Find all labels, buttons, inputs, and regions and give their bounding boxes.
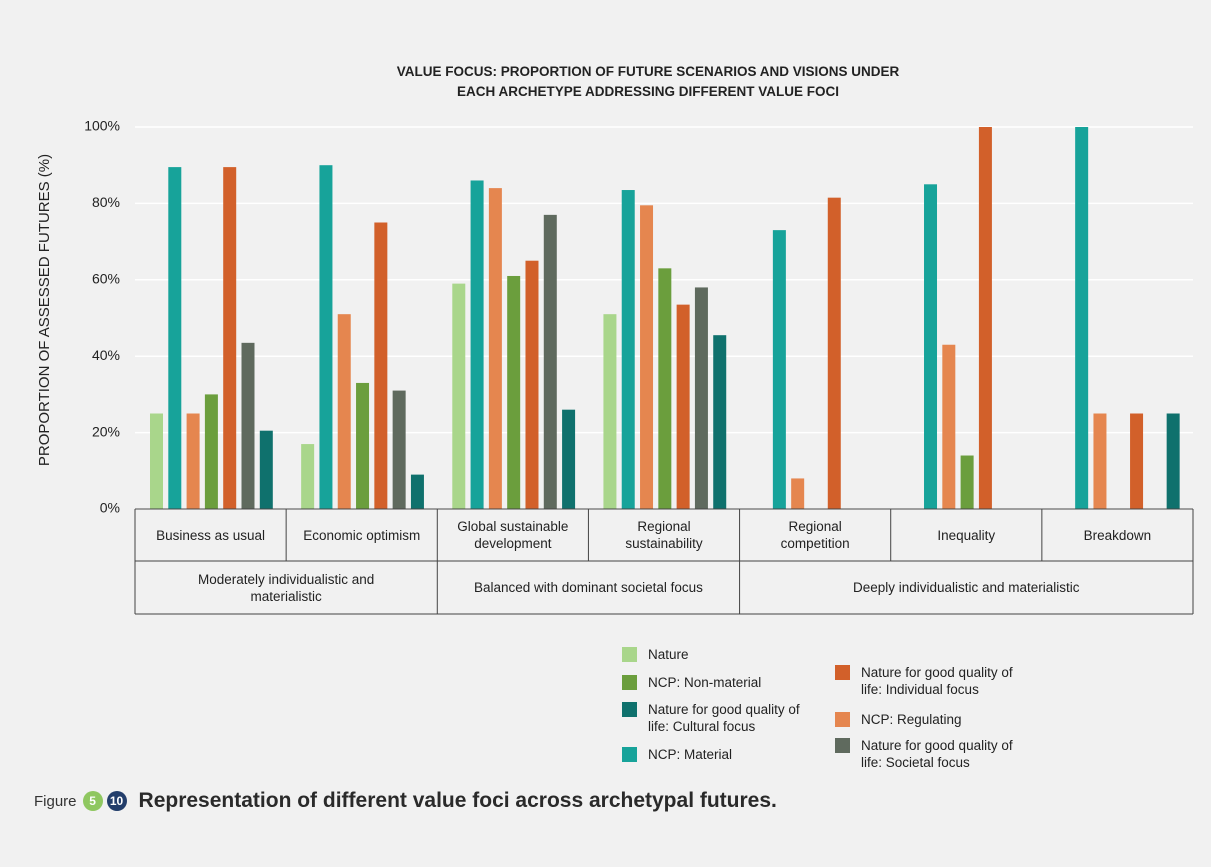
bar [694,287,708,509]
bar [978,127,992,509]
y-tick-label: 20% [92,423,120,439]
bar [488,188,502,509]
bar [1166,413,1180,509]
x-tick-label: Business as usual [156,527,265,543]
bar [186,413,200,509]
bar [640,205,654,509]
y-tick-label: 80% [92,194,120,210]
group-label: Deeply individualistic and materialistic [852,580,1080,595]
bar [1130,413,1144,509]
bar [507,275,521,509]
bar [259,430,273,509]
y-tick-label: 60% [92,271,120,287]
x-tick-label: Global sustainable development [457,519,569,551]
legend-swatch [835,738,850,753]
bar [562,409,576,509]
x-tick-label: Regional sustainability [625,519,703,551]
legend-label: Nature [648,647,689,662]
bar [621,190,635,509]
badge: 5 [82,791,103,811]
bar [301,444,315,509]
bar [543,214,557,510]
x-tick-label: Economic optimism [303,527,421,543]
bar [676,304,690,509]
legend-label: NCP: Material [648,747,733,762]
legend-swatch [835,712,850,727]
bar [827,197,841,510]
bar [392,390,406,509]
x-tick-label: Inequality [937,527,996,543]
y-axis-label: PROPORTION OF ASSESSED FUTURES (%) [36,154,53,466]
bar [525,260,539,509]
bar [713,335,727,509]
bar [470,180,484,510]
bar [603,314,617,509]
bar [1075,127,1089,509]
bar [337,314,351,509]
bar [223,167,237,510]
y-tick-label: 40% [92,347,120,363]
chart-title: VALUE FOCUS: PROPORTION OF FUTURE SCENAR… [397,64,900,99]
bar [924,184,938,510]
bar [150,413,163,509]
bar [356,382,370,509]
bar [1093,413,1107,509]
legend-swatch [622,747,637,762]
bar [960,455,974,509]
legend-label: NCP: Regulating [861,712,962,727]
legend-swatch [622,702,637,717]
legend-label: NCP: Non-material [648,675,762,690]
legend-swatch [622,675,637,690]
x-tick-label: Regional competition [780,519,850,551]
bar [168,167,182,510]
badge: 10 [106,791,127,811]
x-tick-label: Breakdown [1083,527,1152,543]
y-tick-label: 100% [84,118,120,134]
caption: Representation of different value foci a… [138,789,777,812]
legend-swatch [622,647,637,662]
bar [319,165,333,509]
bar [410,474,424,509]
bar [374,222,388,509]
bar [791,478,805,509]
bar [241,342,255,509]
bar [204,394,218,509]
legend-label: Nature for good quality of life: Individ… [861,665,1013,697]
bar [658,268,672,509]
legend-label: Nature for good quality of life: Cultura… [648,702,800,734]
figure-caption: Figure 5 10 Representation of different … [34,787,777,815]
bar [452,283,466,509]
group-label: Balanced with dominant societal focus [473,580,703,595]
legend-swatch [835,665,850,680]
figure-prefix: Figure [34,792,77,810]
legend-label: Nature for good quality of life: Societa… [861,738,1013,770]
y-tick-label: 0% [100,500,120,516]
group-label: Moderately individualistic and materiali… [197,571,375,604]
bar [942,344,956,509]
bar [772,230,786,509]
